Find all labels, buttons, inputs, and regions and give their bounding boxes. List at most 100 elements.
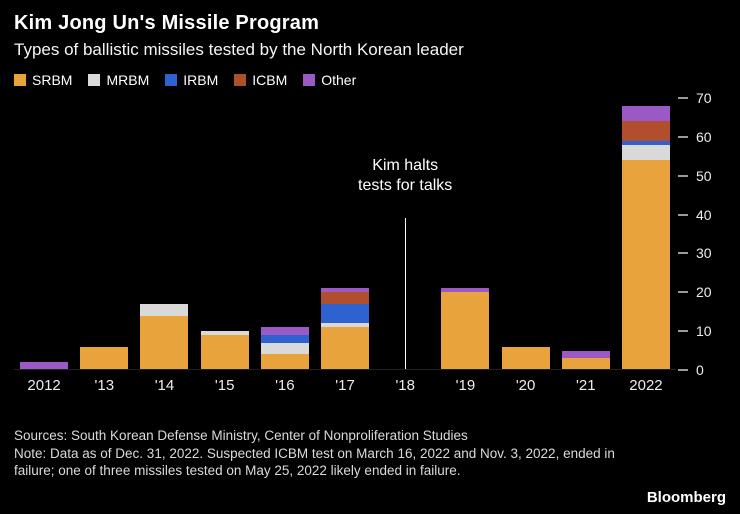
bar-segment-other: [20, 362, 69, 370]
bar-segment-srbm: [621, 160, 670, 370]
y-tick-label: 30: [696, 245, 712, 262]
x-tick-label: '20: [515, 377, 536, 394]
bar-segment-other: [260, 327, 309, 336]
x-tick-label: '16: [275, 377, 295, 394]
y-tick-mark: [678, 252, 688, 255]
y-tick-mark: [678, 330, 688, 333]
legend-label: ICBM: [252, 72, 288, 88]
legend-swatch-mrbm: [88, 74, 101, 86]
bar-segment-srbm: [80, 346, 129, 370]
legend-label: IRBM: [183, 72, 219, 88]
x-tick-label: '13: [94, 377, 115, 394]
y-tick-label: 40: [696, 206, 712, 223]
y-axis: 0 10 20 30 40 50 60 70: [678, 90, 726, 378]
bar-segment-irbm: [260, 335, 309, 343]
x-axis-line: [14, 369, 676, 370]
bar-14: [140, 303, 189, 370]
legend-label: Other: [321, 72, 357, 88]
y-tick-mark: [678, 213, 688, 216]
bar-segment-mrbm: [200, 331, 249, 336]
bar-segment-other: [621, 105, 670, 122]
footer: Sources: South Korean Defense Ministry, …: [14, 428, 624, 480]
x-tick-label: '19: [455, 377, 476, 394]
bar-21: [561, 350, 610, 370]
legend-swatch-other: [303, 74, 316, 86]
y-tick: 20: [678, 284, 712, 300]
x-axis-labels: 2012 '13 '14 '15 '16 '17 '18 '19 '20 '21 2022: [14, 377, 676, 394]
bar-slot-20: [496, 98, 556, 370]
bar-segment-srbm: [501, 346, 550, 370]
x-tick-label: 2012: [27, 377, 61, 394]
x-tick-label: 2022: [629, 377, 663, 394]
bar-slot-16: [255, 98, 315, 370]
bar-slot-2012: [14, 98, 74, 370]
bar-13: [80, 346, 129, 370]
bar-segment-other: [441, 288, 490, 293]
bar-segment-icbm: [321, 292, 370, 304]
y-tick-mark: [678, 291, 688, 294]
bar-segment-srbm: [200, 335, 249, 370]
y-tick-label: 50: [696, 167, 712, 184]
bar-segment-irbm: [321, 303, 370, 324]
y-tick: 0: [678, 362, 704, 378]
bar-slot-17: [315, 98, 375, 370]
bar-20: [501, 346, 550, 370]
y-tick-label: 60: [696, 128, 712, 145]
bar-segment-srbm: [321, 327, 370, 370]
x-tick-label: '21: [576, 377, 596, 394]
chart-area: Kim halts tests for talks 2012 '13 '14 '15 '…: [14, 90, 726, 394]
bar-15: [200, 331, 249, 370]
legend-swatch-srbm: [14, 74, 26, 86]
y-tick-label: 20: [696, 284, 712, 301]
bar-segment-srbm: [441, 292, 490, 370]
y-tick-mark: [678, 135, 688, 138]
plot-wrap: Kim halts tests for talks 2012 '13 '14 '15 '…: [14, 98, 676, 394]
bar-2022: [621, 105, 670, 370]
x-tick-label: '14: [154, 377, 175, 394]
y-tick: 10: [678, 323, 712, 339]
bar-segment-srbm: [260, 354, 309, 370]
bar-segment-mrbm: [140, 303, 189, 316]
annotation-text-line1: Kim halts: [372, 157, 439, 174]
y-tick-label: 70: [696, 90, 712, 106]
y-tick: 40: [678, 207, 712, 223]
note-text: Note: Data as of Dec. 31, 2022. Suspecte…: [14, 445, 615, 478]
bar-2012: [20, 362, 69, 370]
legend-item-icbm: ICBM: [234, 72, 287, 88]
bar-slot-13: [74, 98, 134, 370]
bar-slot-21: [556, 98, 616, 370]
legend-label: MRBM: [106, 72, 150, 88]
legend-swatch-irbm: [165, 74, 178, 86]
bar-slot-14: [134, 98, 194, 370]
bar-17: [321, 288, 370, 370]
bar-segment-srbm: [561, 358, 610, 370]
legend-item-mrbm: MRBM: [88, 72, 149, 88]
bar-segment-other: [321, 288, 370, 293]
x-tick-label: '17: [335, 377, 355, 394]
bar-segment-mrbm: [621, 144, 670, 161]
annotation-text-line2: tests for talks: [358, 177, 453, 194]
legend-swatch-icbm: [234, 74, 247, 86]
bar-segment-mrbm: [260, 342, 309, 355]
bars-container: [14, 98, 676, 370]
sources-text: Sources: South Korean Defense Ministry, …: [14, 428, 468, 443]
bar-segment-mrbm: [321, 323, 370, 328]
bar-19: [441, 288, 490, 370]
bloomberg-logo: Bloomberg: [646, 489, 726, 506]
y-tick-label: 0: [696, 362, 704, 378]
legend-label: SRBM: [32, 72, 73, 88]
bar-slot-19: [435, 98, 495, 370]
y-tick: 60: [678, 129, 712, 145]
bar-segment-irbm: [621, 140, 670, 145]
legend: SRBM MRBM IRBM ICBM Other: [14, 72, 726, 88]
legend-item-irbm: IRBM: [165, 72, 218, 88]
y-tick: 70: [678, 90, 712, 106]
x-tick-label: '15: [214, 377, 235, 394]
bar-16: [260, 327, 309, 370]
annotation: Kim halts tests for talks: [358, 156, 452, 196]
legend-item-srbm: SRBM: [14, 72, 72, 88]
bar-segment-other: [561, 350, 610, 359]
bar-segment-icbm: [621, 121, 670, 141]
bar-slot-2022: [616, 98, 676, 370]
